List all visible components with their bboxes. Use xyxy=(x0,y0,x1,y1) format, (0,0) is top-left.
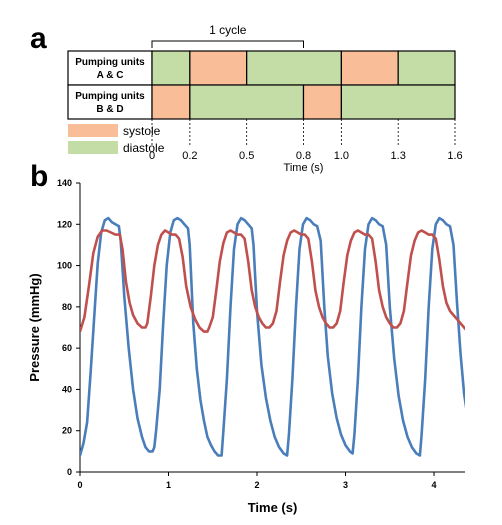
tick-label: 1.6 xyxy=(447,150,462,162)
row-label-box xyxy=(67,84,153,120)
plot-lines xyxy=(80,216,465,457)
tick-label: 0.8 xyxy=(296,150,311,162)
phase-segment-systole xyxy=(302,84,342,120)
row-label-line2: A & C xyxy=(97,70,124,81)
tick-label: 0 xyxy=(149,150,155,162)
y-tick-label: 60 xyxy=(62,343,72,353)
panel-b-letter: b xyxy=(30,160,49,193)
timing-x-axis-label: Time (s) xyxy=(284,162,324,174)
legend-swatch-systole xyxy=(68,124,118,137)
y-tick-label: 80 xyxy=(62,302,72,312)
phase-segment-systole xyxy=(151,84,191,120)
phase-segment-diastole xyxy=(340,84,456,120)
tick-label: 0.2 xyxy=(182,150,197,162)
y-tick-label: 120 xyxy=(57,219,72,229)
x-axis-label: Time (s) xyxy=(248,500,298,515)
cycle-label: 1 cycle xyxy=(209,23,247,37)
row-label-line1: Pumping units xyxy=(75,91,145,102)
x-tick-label: 0 xyxy=(77,480,82,490)
panel-a-letter: a xyxy=(30,22,47,55)
phase-segment-diastole xyxy=(397,50,456,86)
x-tick-label: 3 xyxy=(343,480,348,490)
phase-segment-systole xyxy=(189,50,248,86)
x-tick-label: 2 xyxy=(255,480,260,490)
x-tick-label: 4 xyxy=(432,480,437,490)
y-axis-label: Pressure (mmHg) xyxy=(27,273,42,381)
phase-segment-diastole xyxy=(151,50,191,86)
y-tick-label: 40 xyxy=(62,384,72,394)
y-tick-label: 20 xyxy=(62,426,72,436)
x-tick-label: 1 xyxy=(166,480,171,490)
y-tick-label: 0 xyxy=(67,467,72,477)
series-line-0 xyxy=(80,216,465,457)
tick-label: 1.0 xyxy=(334,150,349,162)
legend-label-diastole: diastole xyxy=(123,141,165,155)
timing-diagram: 1 cycle Pumping units A & C Pumping units B … xyxy=(67,23,463,174)
series-line-1 xyxy=(80,229,465,333)
cycle-bracket xyxy=(151,40,304,48)
tick-label: 0.5 xyxy=(239,150,254,162)
phase-segment-systole xyxy=(340,50,399,86)
phase-segment-diastole xyxy=(189,84,305,120)
legend-swatch-diastole xyxy=(68,141,118,154)
y-tick-label: 140 xyxy=(57,178,72,188)
legend-label-systole: systole xyxy=(123,124,161,138)
y-tick-label: 100 xyxy=(57,261,72,271)
row-label-line1: Pumping units xyxy=(75,57,145,68)
row-label-line2: B & D xyxy=(96,104,123,115)
tick-label: 1.3 xyxy=(391,150,406,162)
